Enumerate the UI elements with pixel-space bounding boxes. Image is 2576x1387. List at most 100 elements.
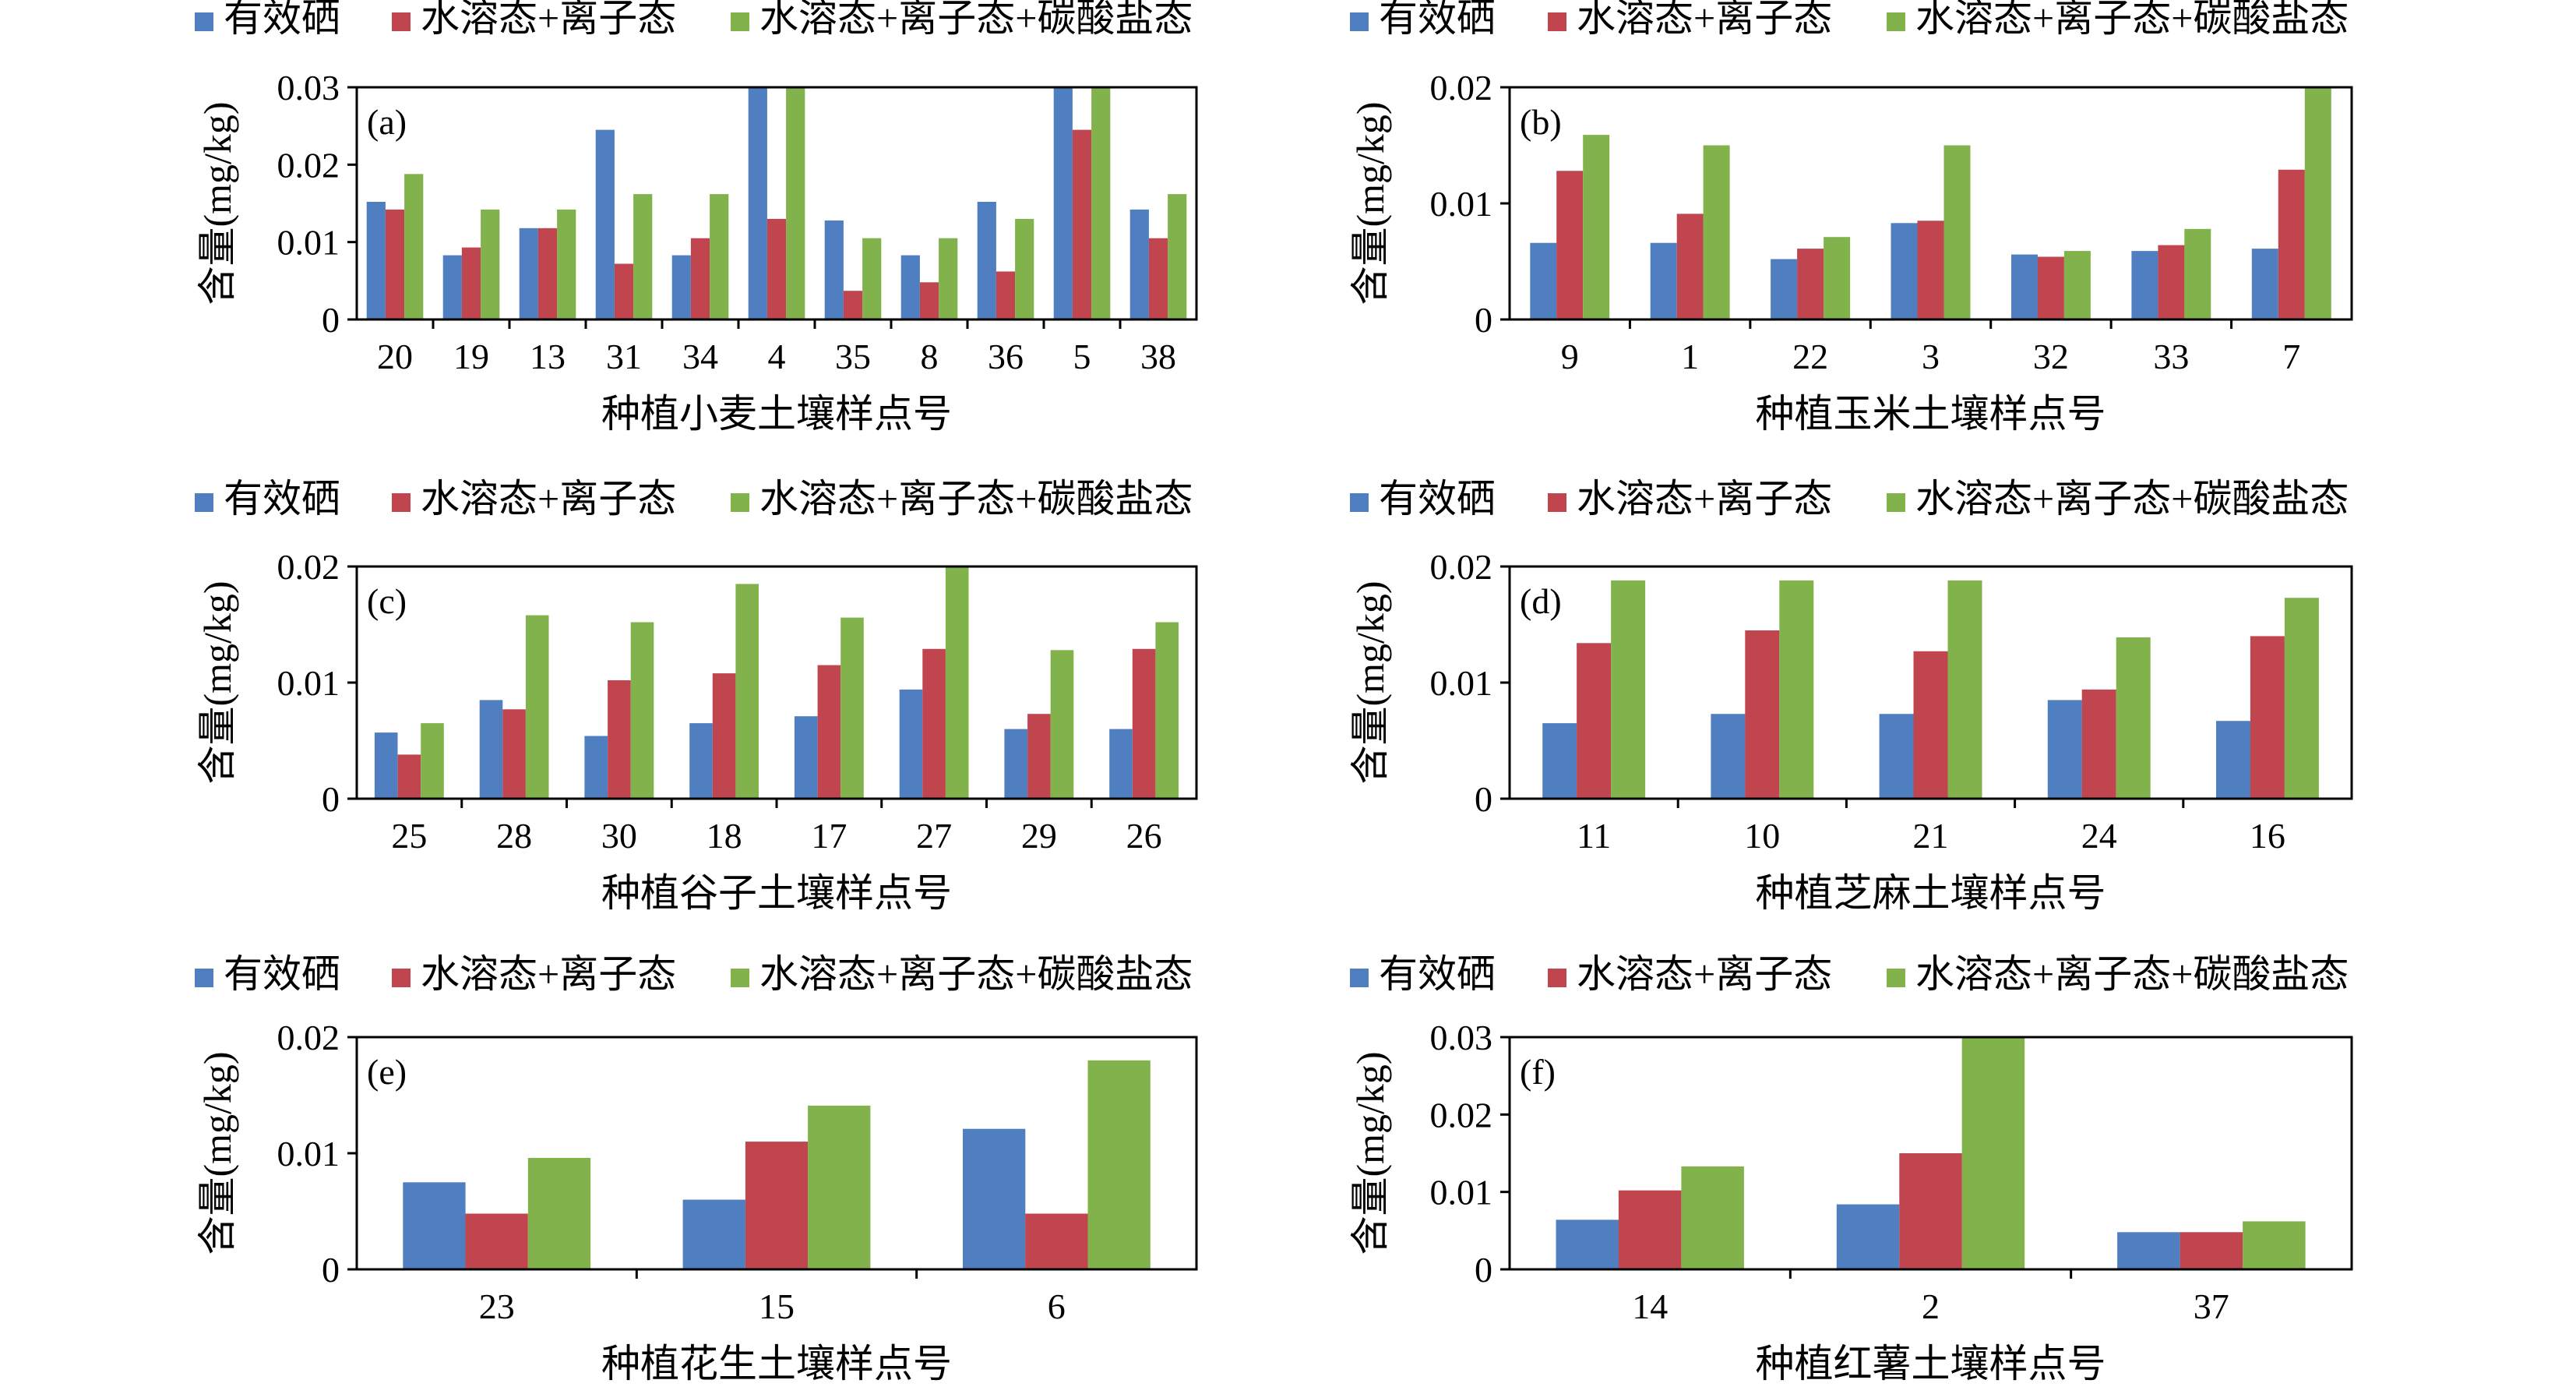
bar [1824, 237, 1851, 319]
y-tick-label: 0.03 [277, 68, 340, 108]
legend-label: 水溶态+离子态+碳酸盐态 [759, 0, 1193, 40]
bar [1943, 145, 1971, 319]
bar [1072, 129, 1092, 319]
y-axis-title: 含量(mg/kg) [196, 581, 239, 784]
chart-panel: 0 0.01 0.02 25 28 30 18 17 27 29 26 种植谷子土壤样点号 含量(mg/… [196, 547, 1198, 915]
x-tick-label: 23 [479, 1286, 515, 1326]
legend-label: 有效硒 [1379, 952, 1496, 996]
bar [1711, 714, 1746, 799]
bar [1947, 580, 1982, 799]
bar [748, 87, 767, 319]
x-axis-title: 种植谷子土壤样点号 [601, 871, 952, 915]
legend-label: 水溶态+离子态 [1577, 952, 1832, 996]
legend-label: 有效硒 [224, 952, 340, 996]
bar [1676, 214, 1704, 319]
bar [502, 709, 526, 799]
bar [2180, 1232, 2243, 1269]
legend-swatch [195, 493, 213, 512]
bar [519, 228, 538, 319]
bar [2304, 87, 2331, 319]
x-tick-label: 38 [1140, 337, 1176, 376]
bar [630, 622, 654, 799]
bar [977, 202, 996, 319]
legend-swatch [1350, 493, 1369, 512]
legend-swatch [1887, 12, 1905, 31]
y-tick-label: 0.02 [277, 145, 340, 185]
y-tick-label: 0.01 [277, 223, 340, 263]
chart-panel: 0 0.01 0.02 23 15 6 种植花生土壤样点号 含量(mg/kg) (e) [196, 1018, 1198, 1385]
y-axis-title: 含量(mg/kg) [196, 101, 239, 305]
bar [712, 673, 736, 799]
y-tick-label: 0.01 [1430, 1173, 1493, 1212]
bar [465, 1213, 528, 1269]
bar [735, 584, 759, 799]
bar [2063, 251, 2091, 319]
legend: 有效硒 水溶态+离子态 水溶态+离子态+碳酸盐态 [195, 952, 1193, 996]
legend-label: 有效硒 [224, 477, 340, 521]
bar [608, 680, 631, 799]
bar [403, 1182, 466, 1270]
bar [900, 255, 920, 319]
bar [919, 282, 939, 319]
x-tick-label: 21 [1913, 816, 1949, 856]
bar [461, 247, 481, 319]
bar [1618, 1190, 1682, 1269]
chart-panel: 0 0.01 0.02 0.03 14 2 37 种植红薯土壤样点号 含量(mg/kg) (f) [1348, 1018, 2353, 1385]
bar [1577, 643, 1612, 799]
x-tick-label: 20 [377, 337, 413, 376]
x-tick-label: 13 [530, 337, 566, 376]
bar [1015, 218, 1034, 319]
x-tick-label: 26 [1126, 816, 1162, 856]
bar [1779, 580, 1814, 799]
bar [843, 291, 863, 319]
panel-label: (f) [1520, 1052, 1556, 1092]
bar [963, 1128, 1026, 1269]
bar [2047, 700, 2082, 799]
bar [421, 723, 444, 799]
y-tick-label: 0.02 [1430, 68, 1493, 108]
plot-frame [355, 86, 1198, 321]
bar [366, 202, 386, 319]
legend: 有效硒 水溶态+离子态 水溶态+离子态+碳酸盐态 [195, 0, 1193, 40]
x-tick-label: 18 [707, 816, 742, 856]
bar [1583, 135, 1610, 319]
bar [862, 238, 882, 319]
legend-swatch [392, 969, 411, 987]
bar [690, 238, 710, 319]
x-tick-label: 36 [988, 337, 1024, 376]
x-tick-label: 5 [1073, 337, 1091, 376]
bar [584, 736, 608, 799]
legend-label: 水溶态+离子态 [421, 952, 676, 996]
bar [1148, 238, 1168, 319]
bar [745, 1142, 809, 1269]
plot-frame [1508, 1036, 2353, 1271]
bar [1899, 1153, 1962, 1269]
y-tick-label: 0.02 [1430, 1095, 1493, 1135]
bar [397, 754, 421, 799]
legend-label: 水溶态+离子态 [1577, 0, 1832, 40]
bar [671, 255, 691, 319]
x-tick-label: 15 [759, 1286, 795, 1326]
x-tick-label: 4 [768, 337, 786, 376]
x-axis-title: 种植花生土壤样点号 [601, 1342, 952, 1385]
bar [1891, 223, 1918, 319]
bar [1703, 145, 1730, 319]
legend: 有效硒 水溶态+离子态 水溶态+离子态+碳酸盐态 [1350, 0, 2349, 40]
bar [614, 263, 634, 319]
bar [527, 1158, 591, 1269]
bar [1556, 171, 1584, 319]
x-tick-label: 6 [1048, 1286, 1066, 1326]
bar [2117, 1232, 2180, 1269]
x-axis-title: 种植玉米土壤样点号 [1756, 392, 2106, 436]
bar [922, 648, 946, 799]
bar [2011, 254, 2038, 319]
legend-label: 水溶态+离子态+碳酸盐态 [1915, 0, 2349, 40]
legend-label: 水溶态+离子态+碳酸盐态 [1915, 952, 2349, 996]
bar [1168, 194, 1187, 319]
x-tick-label: 1 [1681, 337, 1699, 376]
bar [1025, 1213, 1088, 1269]
panel-label: (c) [367, 581, 407, 621]
bar [2243, 1221, 2306, 1269]
y-tick-label: 0.01 [1430, 184, 1493, 224]
x-tick-label: 14 [1632, 1286, 1668, 1326]
